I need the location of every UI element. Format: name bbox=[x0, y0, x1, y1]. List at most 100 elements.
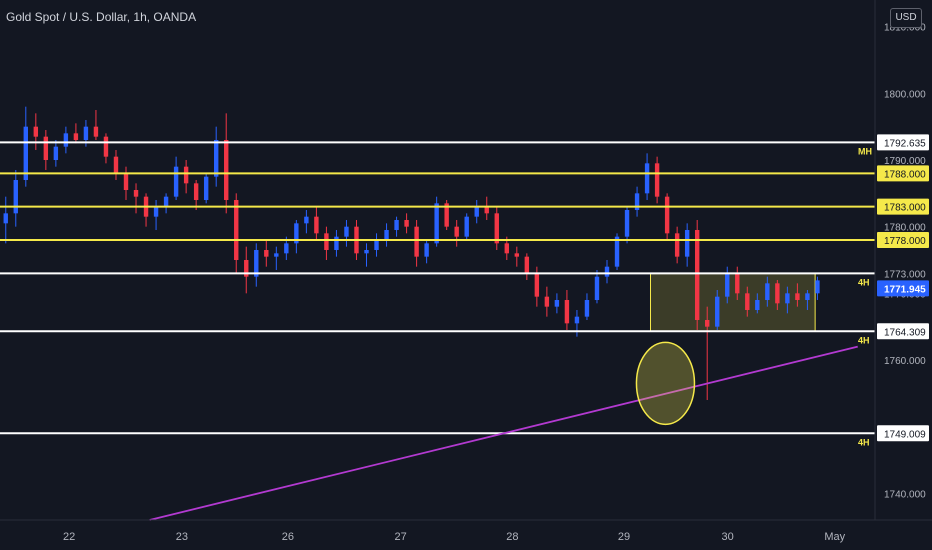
candle-body bbox=[614, 236, 620, 267]
candle-body bbox=[274, 253, 279, 257]
candle-body bbox=[684, 230, 690, 257]
candle-body bbox=[123, 173, 129, 190]
candle-body bbox=[654, 163, 660, 197]
candle-body bbox=[454, 226, 459, 237]
y-tick-label: 1760.000 bbox=[884, 356, 926, 367]
candle-body bbox=[43, 136, 49, 160]
candle-body bbox=[364, 250, 369, 254]
x-tick-label: 26 bbox=[282, 531, 294, 543]
candle-body bbox=[294, 223, 299, 244]
price-label: 1749.009 bbox=[884, 429, 926, 440]
candle-body bbox=[374, 240, 379, 250]
candle-body bbox=[183, 166, 189, 184]
price-label-box bbox=[877, 198, 929, 215]
y-tick-label: 1740.000 bbox=[884, 489, 926, 500]
highlight-circle bbox=[635, 341, 696, 426]
candle-body bbox=[815, 280, 820, 294]
candle-body bbox=[314, 216, 319, 234]
candle-body bbox=[534, 273, 540, 297]
x-tick-label: 28 bbox=[506, 531, 518, 543]
x-tick-label: 27 bbox=[395, 531, 407, 543]
candle-body bbox=[224, 140, 229, 200]
candle-body bbox=[53, 146, 59, 160]
candle-body bbox=[785, 293, 790, 304]
price-label: 1778.000 bbox=[884, 236, 926, 247]
candle-body bbox=[404, 220, 409, 227]
candle-body bbox=[334, 236, 339, 250]
candle-body bbox=[484, 206, 489, 214]
candle-body bbox=[384, 230, 389, 240]
candle-body bbox=[474, 206, 479, 217]
price-label-box bbox=[877, 232, 929, 248]
candle-body bbox=[735, 273, 740, 294]
candle-body bbox=[344, 226, 349, 237]
price-label-box bbox=[877, 165, 929, 182]
x-tick-label: 22 bbox=[63, 531, 75, 543]
candle-body bbox=[594, 276, 600, 300]
candle-body bbox=[244, 260, 249, 277]
candle-body bbox=[163, 196, 169, 207]
candle-body bbox=[3, 213, 8, 224]
price-label: 1764.309 bbox=[884, 327, 926, 338]
candle-body bbox=[83, 126, 89, 140]
candle-body bbox=[324, 233, 329, 250]
candle-body bbox=[213, 140, 219, 177]
candle-body bbox=[664, 196, 670, 234]
candle-body bbox=[444, 203, 449, 227]
candle-body bbox=[564, 300, 570, 324]
y-tick-label: 1800.000 bbox=[884, 89, 926, 100]
currency-button[interactable]: USD bbox=[890, 8, 922, 28]
price-label: 1792.635 bbox=[884, 138, 926, 149]
candle-body bbox=[424, 243, 429, 257]
candle-body bbox=[203, 176, 209, 200]
candle-body bbox=[644, 163, 650, 194]
candle-body bbox=[113, 156, 119, 174]
candle-body bbox=[715, 296, 720, 327]
candle-body bbox=[584, 300, 590, 317]
candle-body bbox=[173, 166, 179, 197]
candle-body bbox=[73, 133, 79, 140]
candle-body bbox=[23, 126, 28, 180]
candle-body bbox=[504, 243, 509, 254]
candle-body bbox=[133, 190, 139, 197]
candle-body bbox=[634, 193, 640, 210]
candle-body bbox=[434, 203, 439, 244]
trendline bbox=[149, 345, 858, 521]
candle-body bbox=[745, 293, 750, 310]
candle-body bbox=[795, 293, 800, 300]
level-tag: 4H bbox=[858, 437, 870, 447]
candle-body bbox=[725, 273, 730, 297]
candle-body bbox=[514, 253, 520, 257]
current-price-box bbox=[877, 280, 929, 297]
consolidation-box bbox=[649, 272, 816, 332]
candle-body bbox=[694, 230, 700, 320]
candle-body bbox=[524, 256, 530, 274]
candle-body bbox=[304, 216, 309, 224]
candle-body bbox=[604, 266, 610, 277]
candle-body bbox=[775, 283, 780, 304]
level-tag: 4H bbox=[858, 335, 870, 345]
candle-body bbox=[394, 220, 399, 230]
price-label: 1788.000 bbox=[884, 169, 926, 180]
candle-body bbox=[13, 180, 18, 214]
candle-body bbox=[554, 300, 560, 307]
candle-body bbox=[284, 243, 289, 254]
y-tick-label: 1773.000 bbox=[884, 269, 926, 280]
candle-body bbox=[193, 183, 199, 200]
candle-body bbox=[464, 216, 469, 237]
candle-body bbox=[264, 250, 269, 257]
x-tick-label: 29 bbox=[618, 531, 630, 543]
chart-title: Gold Spot / U.S. Dollar, 1h, OANDA bbox=[6, 10, 197, 24]
candle-body bbox=[544, 296, 550, 307]
candle-body bbox=[755, 300, 760, 310]
price-label: 1783.000 bbox=[884, 203, 926, 214]
price-label-box bbox=[877, 134, 929, 151]
candle-body bbox=[805, 293, 810, 300]
y-tick-label: 1810.000 bbox=[884, 23, 926, 34]
price-label-box bbox=[877, 425, 929, 442]
current-price-label: 1771.945 bbox=[884, 284, 926, 295]
x-tick-label: May bbox=[824, 531, 845, 543]
candle-body bbox=[574, 316, 580, 324]
